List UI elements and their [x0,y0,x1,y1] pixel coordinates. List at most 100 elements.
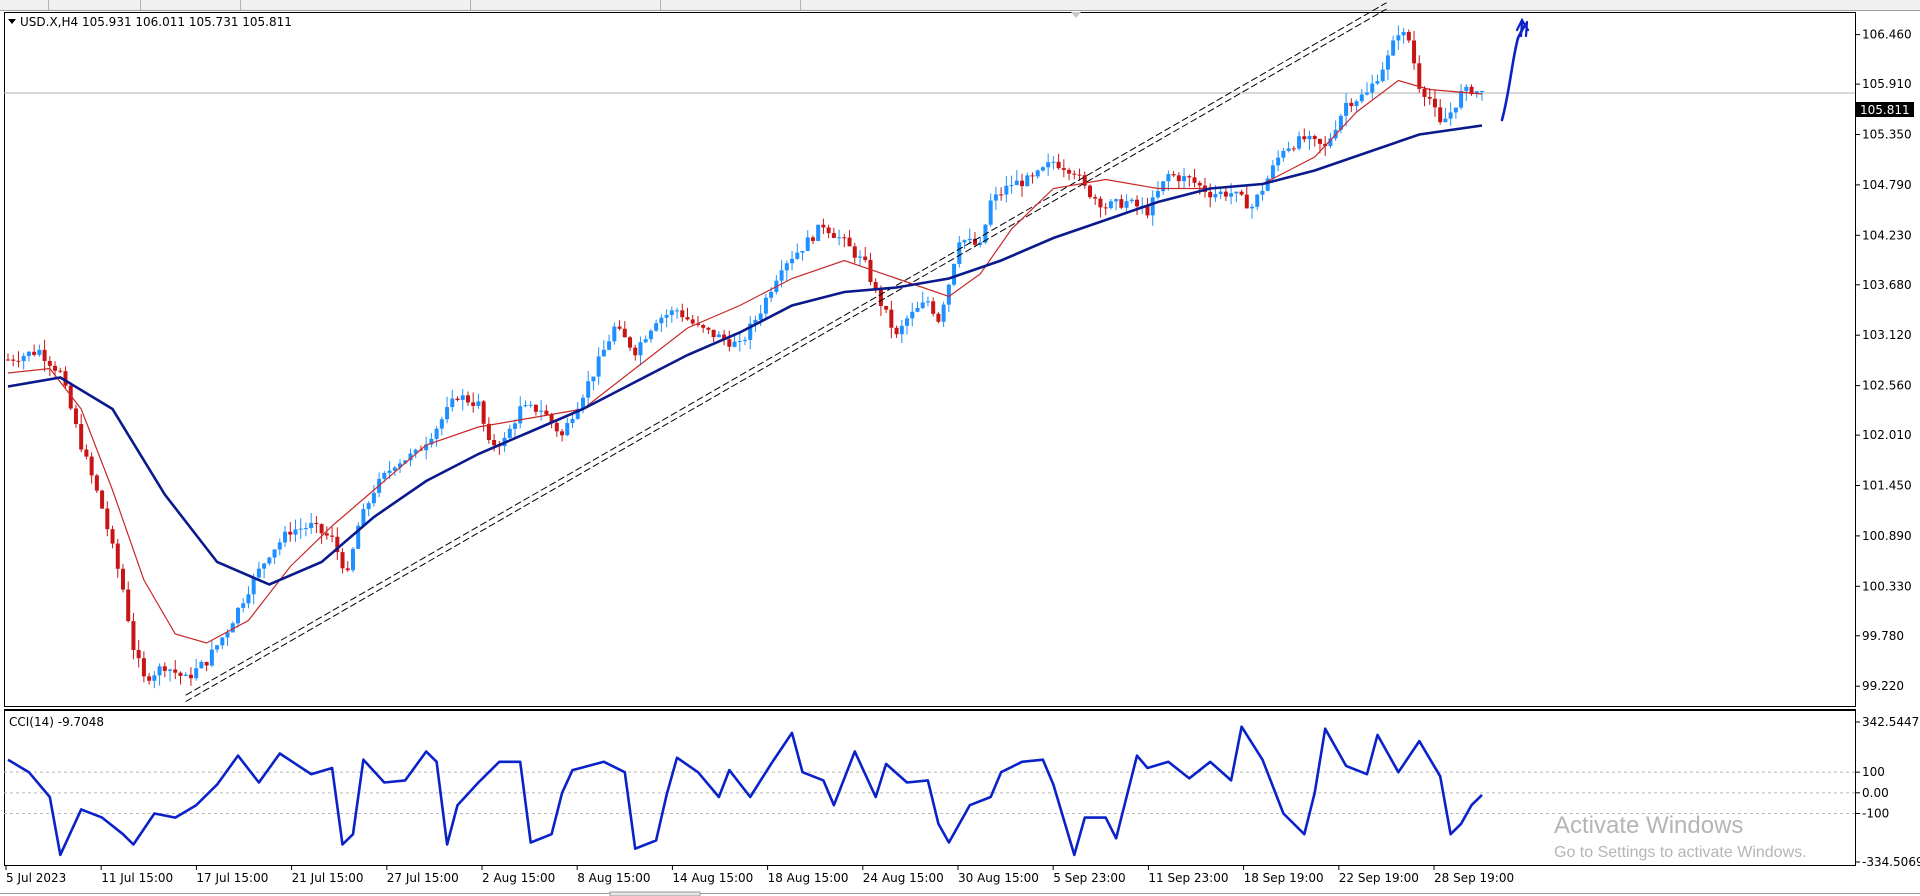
candle [523,400,528,408]
candle [1108,198,1113,210]
candle [962,239,967,249]
price-axis-label: 100.890 [1862,529,1912,543]
candle [26,350,31,362]
candle [1072,170,1077,180]
candle [554,420,559,437]
candle [1380,62,1385,83]
candle [100,489,105,510]
candle [1182,167,1187,190]
candle [711,329,716,342]
candle [628,335,633,352]
candle [168,668,173,682]
candle [1051,156,1056,170]
candle [1087,184,1092,200]
candle [591,376,596,391]
trend-channel[interactable] [185,2,1387,702]
candle [1359,88,1364,104]
candle [790,251,795,271]
trendline-upper[interactable] [185,2,1387,696]
candle [79,414,84,453]
candle [356,522,361,550]
toolbar-separator [240,0,241,10]
time-axis-label: 17 Jul 15:00 [196,871,268,885]
candle [303,522,308,537]
candle [1422,86,1427,107]
current-price-tag-label: 105.811 [1860,103,1910,117]
candle [246,586,251,609]
time-axis-label: 28 Sep 19:00 [1434,871,1514,885]
candle [1276,150,1281,172]
candle [1176,172,1181,189]
candle [1114,198,1119,211]
candle [675,307,680,319]
candle [1046,153,1051,176]
candle [716,331,721,338]
indicator-axis-label: -334.5069 [1862,855,1920,869]
candle [722,329,727,346]
candle [795,243,800,260]
candle [1135,195,1140,216]
candle [690,314,695,326]
candle [601,339,606,357]
candle [800,250,805,261]
time-axis-label: 18 Aug 15:00 [768,871,849,885]
candle [565,417,570,437]
candle [638,336,643,366]
candle [1401,27,1406,44]
candle [1338,113,1343,134]
candle [1281,148,1286,162]
chart-tab[interactable] [609,891,701,896]
candle [894,325,899,338]
shift-marker-icon[interactable] [1071,12,1081,18]
candle [32,344,37,357]
candle [978,236,983,248]
watermark-title: Activate Windows [1554,812,1744,839]
candle [1396,25,1401,50]
candle [1244,186,1249,209]
candle [1370,74,1375,99]
candle [889,300,894,339]
candle [805,230,810,252]
toolbar [0,0,1920,11]
candle [1192,168,1197,188]
price-axis[interactable]: 106.460 105.910 105.350 104.790 104.230 103.6… [1856,28,1912,694]
candle [1432,89,1437,117]
candle [507,424,512,439]
candle [1098,196,1103,218]
candle [141,651,146,683]
trendline-lower[interactable] [185,8,1387,702]
candle [293,519,298,542]
candle [586,370,591,408]
candle [152,671,157,689]
indicator-axis-label: -100 [1862,807,1889,821]
candle [366,501,371,517]
time-axis-label: 24 Aug 15:00 [863,871,944,885]
candle [398,459,403,473]
candle [58,367,63,373]
candle [779,259,784,288]
time-axis[interactable]: 5 Jul 2023 11 Jul 15:00 17 Jul 15:00 21 Jul… [5,866,1514,885]
candle [126,581,131,623]
symbol-info: USD.X,H4 105.931 106.011 105.731 105.811 [20,15,292,29]
candle [465,391,470,406]
candle [1161,180,1166,195]
candle [162,662,167,678]
candle [1459,84,1464,110]
candle [659,314,664,333]
symbol-dropdown-icon[interactable] [8,19,16,24]
price-axis-label: 106.460 [1862,28,1912,42]
candle [967,228,972,245]
candle [748,316,753,350]
candle [528,401,533,408]
candle [1082,171,1087,189]
candle [774,275,779,295]
candle [350,547,355,573]
arrow-head-icon [1515,17,1530,38]
candle [957,236,962,268]
candle [1302,128,1307,143]
candle [1297,131,1302,151]
candle [633,344,638,361]
candle [429,433,434,448]
hand-drawn-arrow[interactable] [1500,22,1528,122]
